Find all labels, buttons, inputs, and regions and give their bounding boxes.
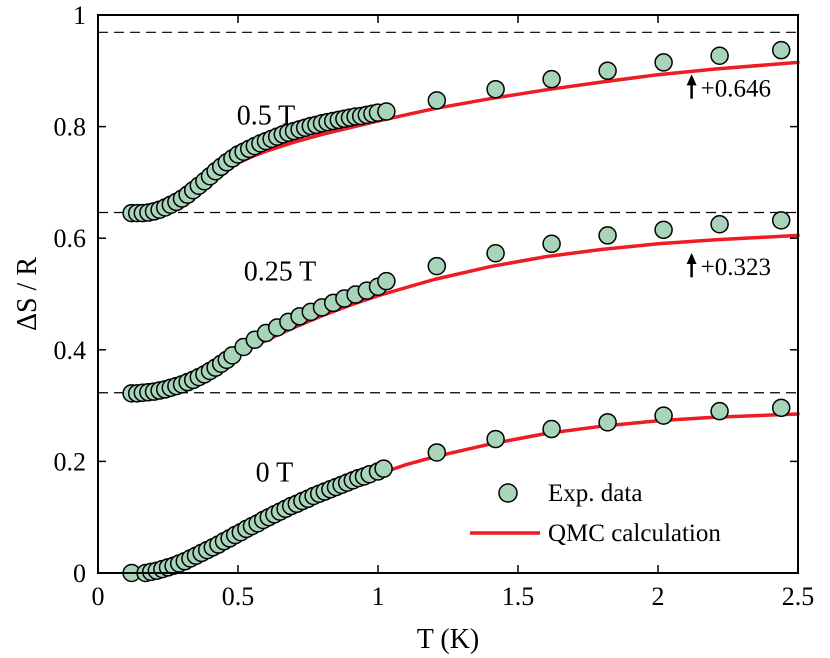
qmc-line: [152, 412, 800, 575]
data-point: [486, 429, 505, 449]
x-tick-label: 2: [652, 582, 665, 611]
offset-arrow-head: [686, 252, 697, 264]
data-point: [710, 46, 729, 65]
data-marker-layer: [122, 40, 791, 583]
data-point: [427, 443, 447, 462]
offset-label: +0.646: [701, 76, 771, 103]
data-point: [771, 211, 791, 230]
y-axis-title: ΔS / R: [12, 257, 43, 331]
field-label: 0.5 T: [237, 100, 296, 131]
field-annotations: 0 T 0.25 T 0.5 T: [237, 100, 317, 488]
data-point: [654, 406, 673, 425]
data-point: [654, 220, 673, 240]
data-point: [771, 40, 791, 60]
y-tick-label: 0: [73, 559, 86, 588]
y-tick-label: 0.2: [54, 447, 87, 476]
x-tick-label: 1.5: [502, 582, 535, 611]
legend-label: Exp. data: [548, 480, 642, 507]
data-point: [710, 215, 729, 234]
offset-arrow-head: [686, 74, 697, 86]
legend-marker: [498, 483, 518, 503]
reference-lines: [98, 31, 798, 394]
x-axis-title: T (K): [417, 624, 479, 655]
offset-label: +0.323: [701, 254, 771, 281]
data-point: [377, 271, 396, 291]
y-tick-label: 1: [73, 1, 86, 30]
axis-ticks: 0 0.5 1 1.5 2 2.5 0 0.2 0.4 0.6 0.8 1: [54, 1, 815, 611]
x-tick-label: 0: [92, 582, 105, 611]
qmc-line-layer: [146, 60, 800, 575]
data-point: [486, 244, 505, 263]
legend: Exp. data QMC calculation: [470, 480, 721, 547]
y-tick-label: 0.4: [54, 336, 87, 365]
x-tick-label: 1: [372, 582, 385, 611]
offset-labels: +0.646 +0.323: [686, 74, 771, 281]
y-tick-label: 0.6: [54, 224, 87, 253]
x-tick-label: 0.5: [222, 582, 255, 611]
data-point: [598, 413, 617, 432]
data-point: [486, 79, 505, 99]
data-point: [427, 91, 447, 110]
y-tick-label: 0.8: [54, 113, 87, 142]
data-point: [542, 234, 561, 254]
data-point: [542, 419, 561, 439]
data-point: [377, 102, 396, 121]
field-label: 0.25 T: [244, 257, 317, 288]
x-tick-label: 2.5: [782, 582, 815, 611]
data-point: [427, 256, 447, 276]
data-point: [654, 53, 673, 72]
data-point: [598, 61, 617, 81]
data-point: [598, 226, 617, 245]
data-point: [374, 459, 393, 478]
plot-frame: [97, 14, 799, 574]
field-label: 0 T: [256, 458, 294, 489]
data-point: [771, 398, 791, 418]
legend-label: QMC calculation: [548, 520, 721, 547]
data-point: [542, 69, 561, 89]
data-point: [710, 401, 729, 421]
